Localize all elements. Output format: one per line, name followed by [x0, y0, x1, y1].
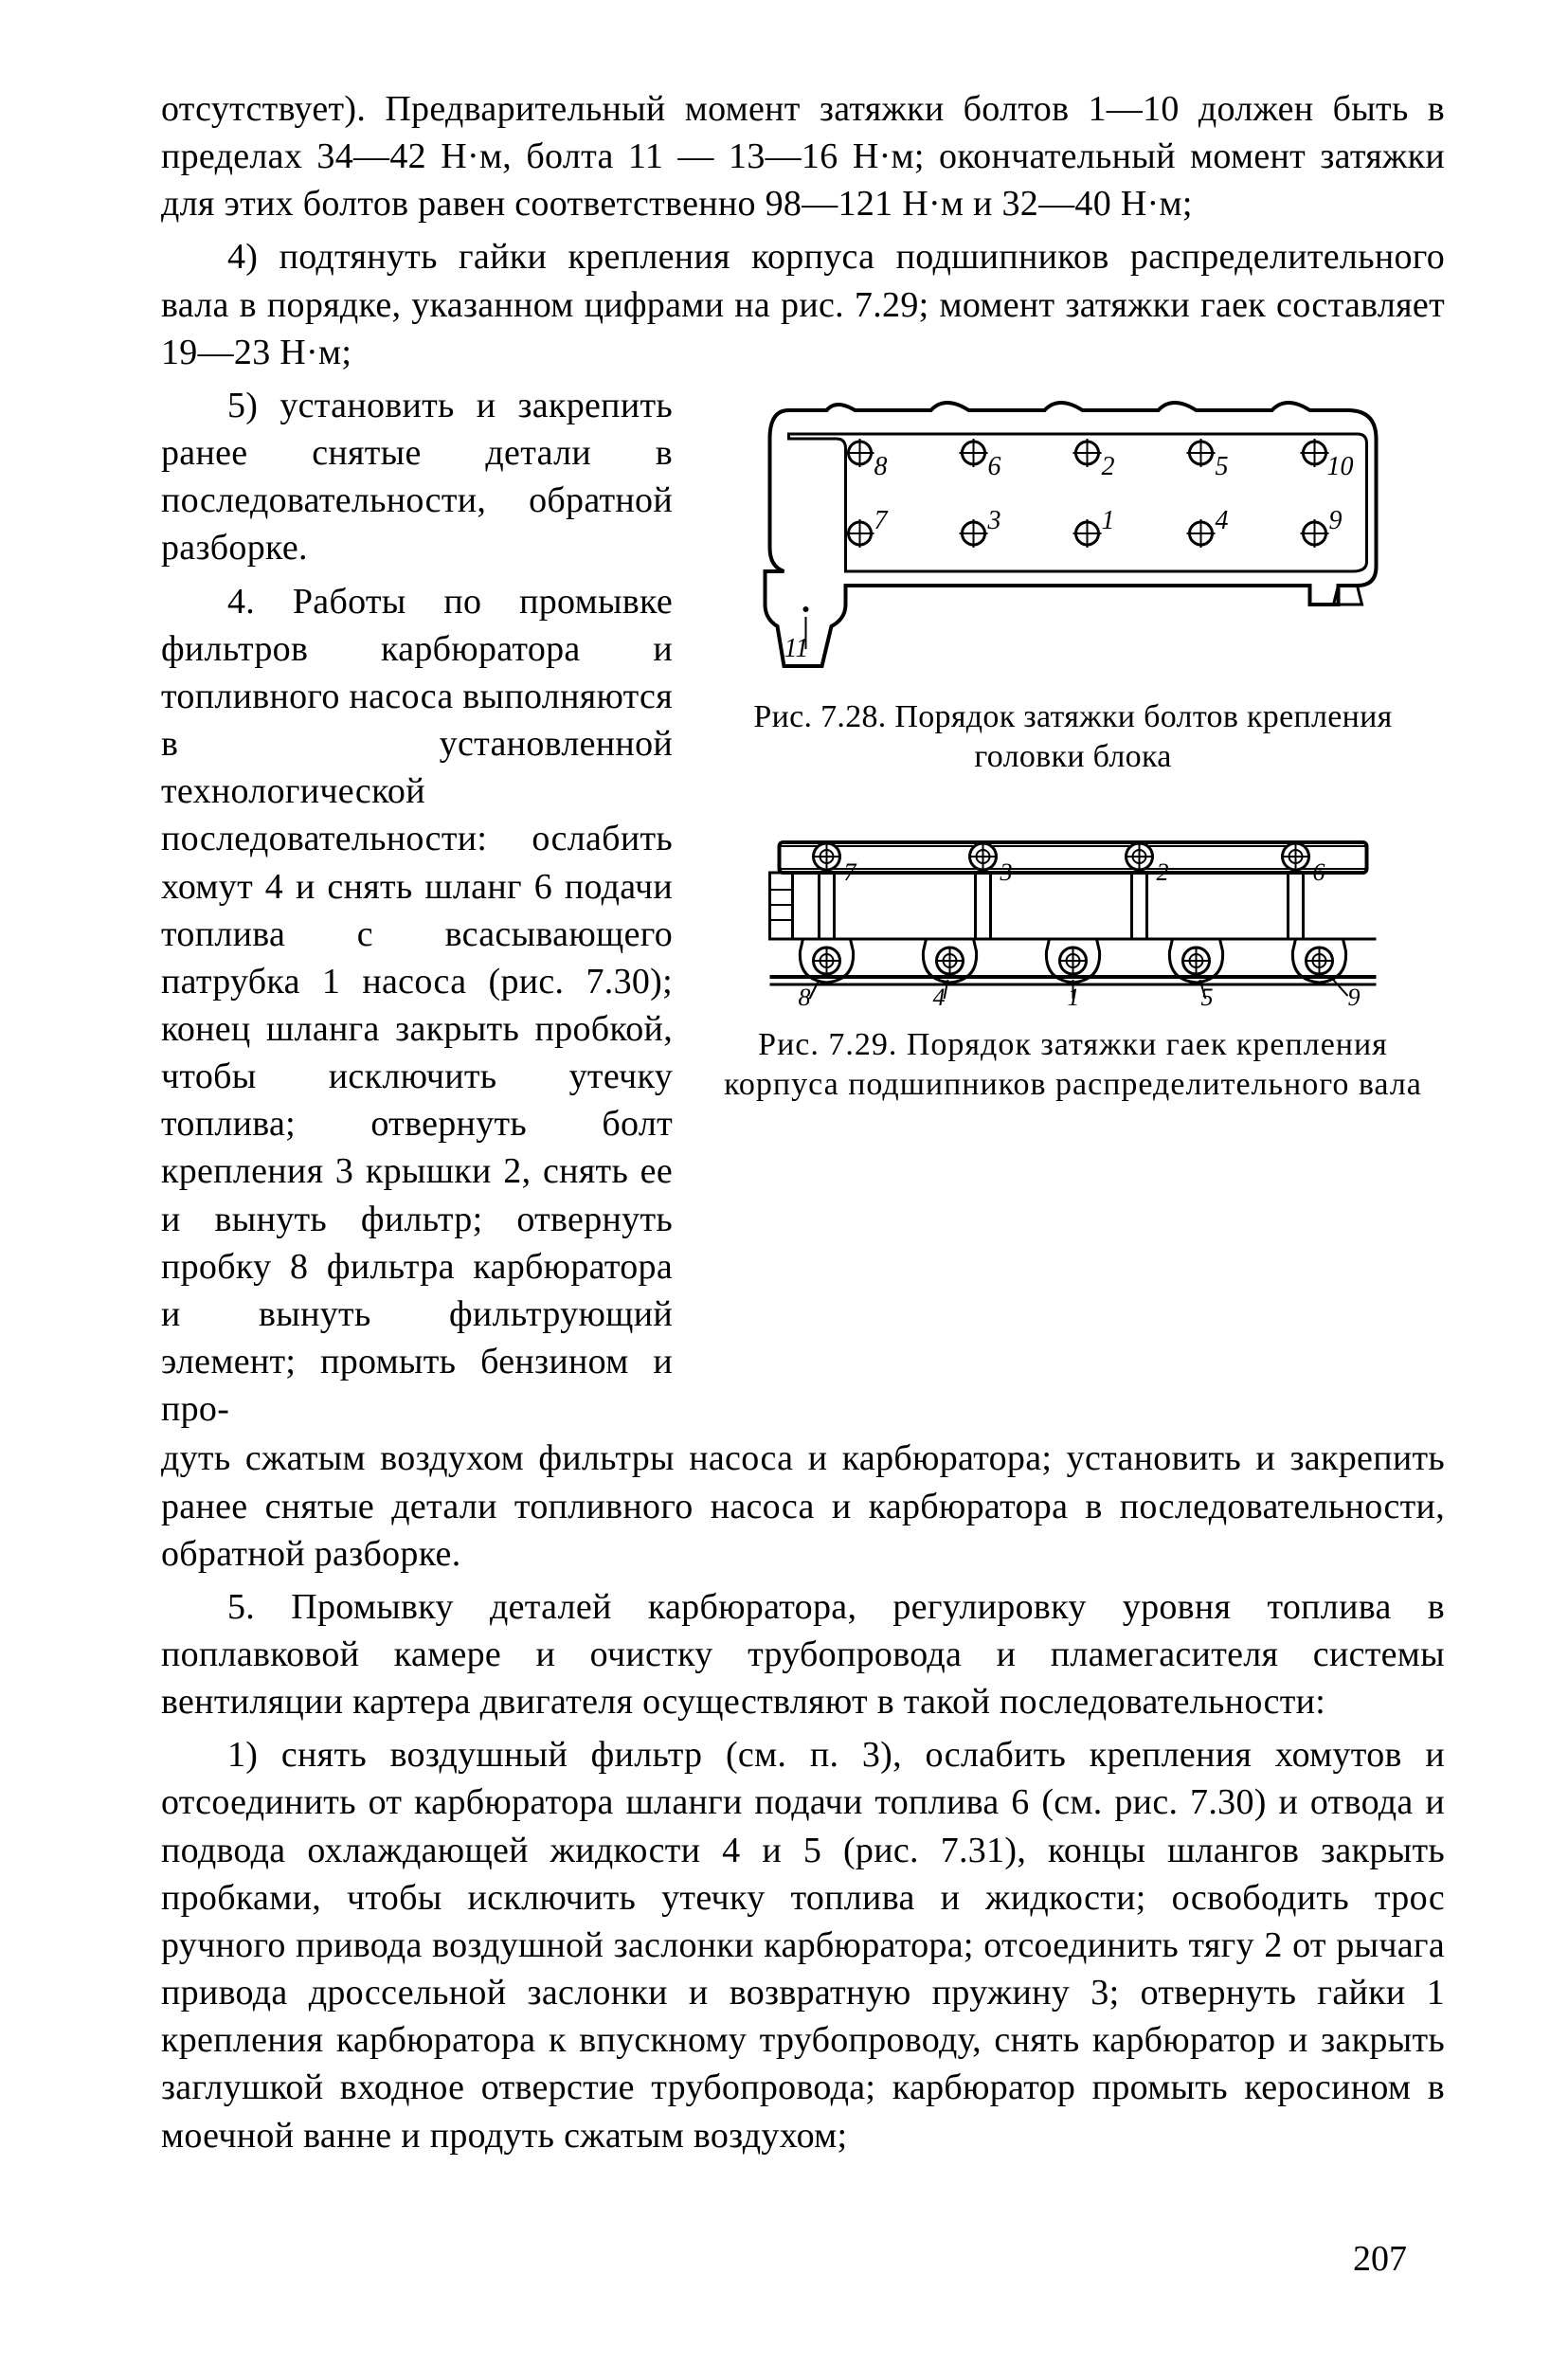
nut-6-icon: 6 [1282, 842, 1325, 939]
bolt-6-icon: 6 [960, 439, 1001, 481]
left-text-column: 5) установить и закрепить ранее снятые д… [161, 382, 673, 1438]
figure-7-28-svg: 8 6 2 [701, 382, 1445, 685]
svg-text:1: 1 [1102, 506, 1115, 535]
nut-4-icon: 4 [923, 939, 976, 1011]
paragraph-1: отсутствует). Предварительный момент зат… [161, 85, 1445, 227]
nut-5-icon: 5 [1169, 939, 1222, 1011]
bolt-10-icon: 10 [1301, 439, 1354, 481]
bolt-7-icon: 7 [846, 506, 889, 548]
svg-text:6: 6 [988, 452, 1001, 481]
paragraph-4: 4. Работы по промывке фильтров карбюрато… [161, 578, 673, 1434]
svg-text:4: 4 [933, 984, 946, 1011]
figure-7-29: 7 3 [701, 814, 1445, 1132]
bolt-5-icon: 5 [1187, 439, 1229, 481]
bolt-9-icon: 9 [1301, 506, 1343, 548]
svg-text:5: 5 [1216, 452, 1229, 481]
bolt-8-icon: 8 [846, 439, 888, 481]
figure-7-29-svg: 7 3 [701, 814, 1445, 1013]
figures-column: 8 6 2 [701, 382, 1445, 1438]
nut-3-icon: 3 [969, 842, 1013, 939]
paragraph-2: 4) подтянуть гайки крепления корпуса под… [161, 233, 1445, 375]
nut-2-icon: 2 [1126, 842, 1169, 939]
nut-8-icon: 8 [799, 939, 854, 1011]
nut-1-icon: 1 [1046, 939, 1099, 1011]
svg-text:4: 4 [1216, 506, 1229, 535]
figure-7-28-caption: Рис. 7.28. Порядок затяжки болтов крепле… [701, 697, 1445, 778]
svg-text:9: 9 [1329, 506, 1343, 535]
text-figure-wrap: 5) установить и закрепить ранее снятые д… [161, 382, 1445, 1438]
bolt-3-icon: 3 [960, 506, 1001, 548]
bolt-11-icon: 11 [784, 606, 809, 663]
svg-text:2: 2 [1157, 858, 1169, 886]
svg-text:8: 8 [799, 984, 811, 1011]
paragraph-3: 5) установить и закрепить ранее снятые д… [161, 382, 673, 572]
figure-7-28: 8 6 2 [701, 382, 1445, 804]
svg-text:10: 10 [1327, 452, 1354, 481]
bolt-1-icon: 1 [1073, 506, 1115, 548]
svg-text:7: 7 [844, 858, 857, 886]
bolt-4-icon: 4 [1187, 506, 1229, 548]
bolt-2-icon: 2 [1073, 439, 1115, 481]
svg-text:3: 3 [987, 506, 1001, 535]
svg-text:7: 7 [874, 506, 889, 535]
svg-text:2: 2 [1102, 452, 1115, 481]
document-page: отсутствует). Предварительный момент зат… [0, 0, 1568, 2365]
svg-text:3: 3 [1000, 858, 1013, 886]
paragraph-5: дуть сжатым воздухом фильтры насоса и ка… [161, 1435, 1445, 1577]
figure-7-29-caption: Рис. 7.29. Порядок затяжки гаек креплени… [701, 1025, 1445, 1106]
svg-text:9: 9 [1348, 984, 1361, 1011]
nut-7-icon: 7 [813, 842, 857, 939]
svg-text:8: 8 [874, 452, 888, 481]
page-number: 207 [1353, 2238, 1407, 2280]
paragraph-7: 1) снять воздушный фильтр (см. п. 3), ос… [161, 1731, 1445, 2158]
svg-text:6: 6 [1313, 858, 1325, 886]
paragraph-6: 5. Промывку деталей карбюратора, регулир… [161, 1583, 1445, 1725]
